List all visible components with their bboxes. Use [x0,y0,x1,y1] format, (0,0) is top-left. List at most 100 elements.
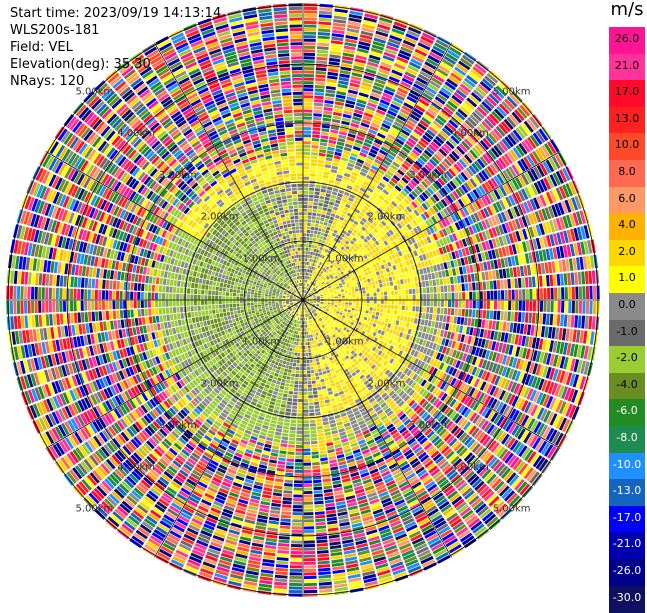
range-gate [373,323,377,327]
range-gate [334,230,338,234]
range-gate [522,289,525,299]
range-gate [319,443,326,447]
range-gate [303,248,305,251]
range-gate [423,268,427,274]
range-gate [356,300,359,303]
range-gate [312,341,315,344]
range-gate [304,163,310,166]
range-gate [306,360,309,363]
range-gate [318,25,331,29]
range-gate [384,292,387,296]
range-gate [312,142,319,146]
range-gate [325,197,330,201]
range-gate [331,225,335,229]
range-gate [305,335,307,338]
range-gate [352,303,355,306]
range-gate [310,363,313,366]
range-gate [557,314,561,326]
range-gate [428,320,432,326]
range-gate [306,269,308,272]
range-gate [323,222,327,226]
range-gate [381,265,385,270]
range-gate [386,314,390,318]
range-gate [387,323,391,328]
range-gate [318,21,331,25]
range-gate [487,301,490,310]
range-gate [314,501,323,505]
range-gate [476,291,479,299]
range-gate [386,282,390,286]
range-gate [521,312,525,322]
range-gate [309,399,314,402]
range-gate [330,217,335,221]
range-gate [331,295,334,297]
range-gate [324,363,328,367]
range-gate [347,285,350,288]
range-gate [312,216,316,219]
range-gate [330,198,335,202]
range-gate [352,292,355,295]
range-gate [354,311,358,314]
range-gate [308,255,310,258]
range-gate [395,275,399,280]
range-gate [409,306,412,311]
range-gate [373,273,377,277]
range-gate [360,281,364,285]
range-gate [370,307,373,310]
range-gate [490,291,493,300]
range-gate [546,275,550,286]
range-gate [344,288,347,291]
range-gate [304,46,316,49]
range-gate [349,316,353,319]
range-gate [313,252,316,255]
range-gate [330,51,342,55]
range-gate [382,269,386,274]
range-gate [398,290,401,295]
range-gate [483,282,487,290]
range-gate [304,156,311,159]
range-gate [309,188,314,191]
range-gate [416,306,419,311]
range-gate [317,231,321,235]
range-gate [544,262,548,273]
range-gate [373,264,377,269]
range-gate [320,457,328,461]
range-gate [553,314,557,326]
range-gate [304,272,305,275]
range-gate [367,318,371,322]
range-gate [519,289,522,299]
range-gate [310,255,313,258]
range-gate [317,383,321,387]
range-gate [427,300,430,306]
range-gate [389,319,393,324]
range-gate [411,283,415,288]
range-gate [363,297,366,300]
range-gate [505,301,508,310]
range-gate [326,510,336,514]
range-gate [331,303,334,305]
range-gate [396,331,400,336]
range-gate [378,279,382,283]
range-gate [332,119,341,123]
range-gate [320,218,324,222]
range-gate [445,270,449,277]
range-gate [308,342,310,345]
range-gate [348,288,351,291]
range-gate [379,270,383,275]
range-gate [304,0,318,3]
range-gate [328,416,334,420]
range-gate [330,129,338,133]
range-gate [328,143,336,147]
range-gate [600,301,603,315]
range-gate [574,272,578,285]
range-gate [384,287,387,291]
range-gate [368,326,372,330]
range-gate [316,419,322,423]
range-gate [304,318,305,321]
range-gate [397,315,401,320]
range-gate [305,342,307,345]
range-gate [483,301,486,309]
range-gate [328,220,333,224]
range-gate [318,369,322,373]
range-gate [460,275,464,283]
